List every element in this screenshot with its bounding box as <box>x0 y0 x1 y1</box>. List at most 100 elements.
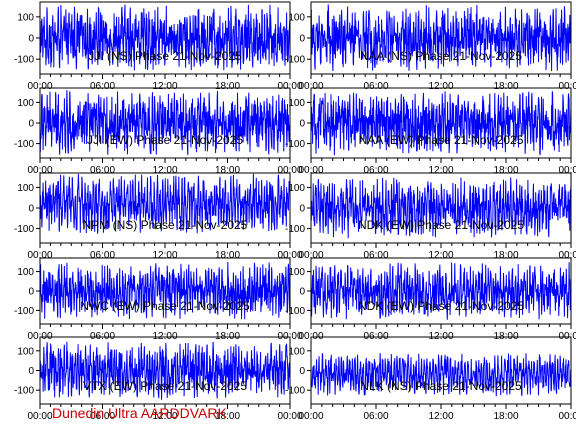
x-tick-label: 12:00 <box>428 250 453 261</box>
x-tick-label: 00:00 <box>27 165 52 176</box>
y-tick-label: -100 <box>285 224 305 235</box>
x-tick-label: 12:00 <box>152 165 177 176</box>
panel-title: NDK (EW) Phase 21-Nov-2025 <box>358 218 524 232</box>
y-tick-label: 100 <box>288 183 305 194</box>
phase-trace <box>40 4 290 71</box>
y-tick-label: 0 <box>28 34 34 45</box>
y-tick-label: 0 <box>299 366 305 377</box>
panel-title: NLK (NS) Phase 21-Nov-2025 <box>360 379 522 393</box>
x-tick-label: 18:00 <box>215 411 240 422</box>
x-tick-label: 00:00 <box>277 250 302 261</box>
footer-label: Dunedin Ultra AARDDVARK <box>52 405 227 421</box>
x-tick-label: 00:00 <box>298 165 323 176</box>
y-tick-label: -100 <box>285 386 305 397</box>
y-tick-label: 0 <box>28 119 34 130</box>
x-tick-label: 18:00 <box>493 165 518 176</box>
chart-panel: 100 0 -100 00:00 06:00 12:00 18:00 00:00 NPM (NS… <box>14 172 303 261</box>
phase-trace <box>311 353 571 397</box>
y-tick-label: 0 <box>28 287 34 298</box>
phase-trace <box>311 262 571 320</box>
x-tick-label: 06:00 <box>90 411 115 422</box>
phase-trace <box>40 173 290 234</box>
x-tick-label: 12:00 <box>152 250 177 261</box>
y-tick-label: 100 <box>288 346 305 357</box>
x-tick-label: 12:00 <box>428 411 453 422</box>
panel-title: NAA (EW) Phase 21-Nov-2025 <box>359 133 524 147</box>
y-tick-label: 0 <box>299 119 305 130</box>
y-tick-label: 0 <box>28 204 34 215</box>
x-tick-label: 00:00 <box>558 411 576 422</box>
phase-trace <box>40 261 290 320</box>
x-tick-label: 00:00 <box>298 250 323 261</box>
y-tick-label: 100 <box>288 267 305 278</box>
chart-panel: 100 0 -100 00:00 06:00 12:00 18:00 00:00 JJI (NS… <box>14 1 303 92</box>
x-tick-label: 18:00 <box>493 250 518 261</box>
x-tick-label: 06:00 <box>90 250 115 261</box>
chart-panel: 100 0 -100 00:00 06:00 12:00 18:00 00:00 JJI (EW… <box>14 87 303 176</box>
x-tick-label: 18:00 <box>215 81 240 92</box>
x-tick-label: 00:00 <box>558 165 576 176</box>
x-tick-label: 12:00 <box>428 81 453 92</box>
y-tick-label: 100 <box>288 12 305 23</box>
y-tick-label: 100 <box>17 12 34 23</box>
y-tick-label: 100 <box>17 98 34 109</box>
y-tick-label: 100 <box>17 183 34 194</box>
x-tick-label: 00:00 <box>298 81 323 92</box>
y-tick-label: -100 <box>14 306 34 317</box>
x-tick-label: 00:00 <box>277 411 302 422</box>
y-tick-label: -100 <box>285 139 305 150</box>
x-tick-label: 00:00 <box>558 81 576 92</box>
x-tick-label: 12:00 <box>152 81 177 92</box>
x-tick-label: 12:00 <box>428 165 453 176</box>
x-tick-label: 18:00 <box>493 411 518 422</box>
panel-title: NWC (EW) Phase 21-Nov-2025 <box>80 299 250 313</box>
x-tick-label: 06:00 <box>363 411 388 422</box>
chart-panel: 100 0 -100 00:00 06:00 12:00 18:00 00:00 VTX (EW… <box>14 336 303 422</box>
panel-title: NPM (NS) Phase 21-Nov-2025 <box>83 218 248 232</box>
x-tick-label: 00:00 <box>277 81 302 92</box>
y-tick-label: 0 <box>299 287 305 298</box>
phase-trace <box>40 90 290 156</box>
x-tick-label: 12:00 <box>152 411 177 422</box>
panel-title: NAA (NS) Phase 21-Nov-2025 <box>360 49 522 63</box>
y-tick-label: 0 <box>299 204 305 215</box>
panel-title: JJI (EW) Phase 21-Nov-2025 <box>87 133 243 147</box>
y-tick-label: -100 <box>14 55 34 66</box>
x-tick-label: 18:00 <box>493 81 518 92</box>
y-tick-label: 0 <box>28 366 34 377</box>
x-tick-label: 18:00 <box>215 250 240 261</box>
y-tick-label: -100 <box>14 386 34 397</box>
x-tick-label: 00:00 <box>298 411 323 422</box>
panel-title: NDK (EW) Phase 21-Nov-2025 <box>358 299 524 313</box>
x-tick-label: 00:00 <box>277 165 302 176</box>
y-tick-label: -100 <box>285 55 305 66</box>
chart-panel: 100 0 -100 00:00 06:00 12:00 18:00 00:00 NLK (NS… <box>285 336 576 422</box>
x-tick-label: 00:00 <box>558 250 576 261</box>
panel-title: VTX (EW) Phase 21-Nov-2025 <box>83 379 247 393</box>
y-tick-label: 0 <box>299 34 305 45</box>
chart-panel: 100 0 -100 00:00 06:00 12:00 18:00 00:00 NAA (NS… <box>285 1 576 92</box>
x-tick-label: 00:00 <box>27 250 52 261</box>
x-tick-label: 06:00 <box>90 81 115 92</box>
y-tick-label: 100 <box>17 346 34 357</box>
phase-trace <box>40 341 290 400</box>
chart-panel: 100 0 -100 00:00 06:00 12:00 18:00 00:00 NDK (EW… <box>285 172 576 261</box>
x-tick-label: 06:00 <box>363 81 388 92</box>
x-tick-label: 06:00 <box>90 165 115 176</box>
phase-trace <box>311 91 571 156</box>
y-tick-label: -100 <box>14 139 34 150</box>
chart-panel: 100 0 -100 00:00 06:00 12:00 18:00 00:00 NAA (EW… <box>285 87 576 176</box>
x-tick-label: 00:00 <box>27 81 52 92</box>
y-tick-label: -100 <box>285 306 305 317</box>
x-tick-label: 06:00 <box>363 165 388 176</box>
x-tick-label: 18:00 <box>215 165 240 176</box>
phase-trace <box>311 177 571 239</box>
panel-title: JJI (NS) Phase 21-Nov-2025 <box>88 49 242 63</box>
phase-trace <box>311 4 571 72</box>
y-tick-label: 100 <box>288 98 305 109</box>
x-tick-label: 06:00 <box>363 250 388 261</box>
y-tick-label: -100 <box>14 224 34 235</box>
